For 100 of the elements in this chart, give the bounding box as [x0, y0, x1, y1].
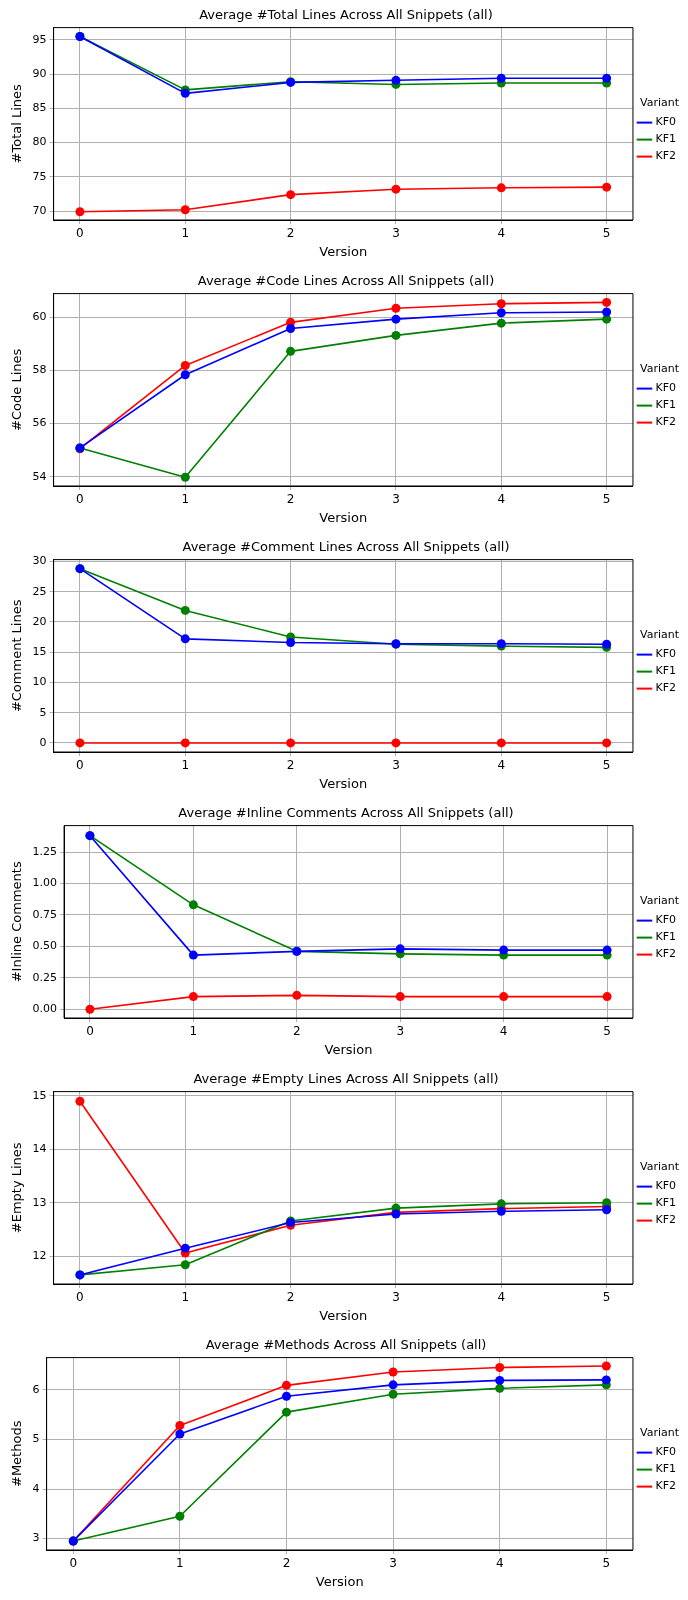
x-tick-label: 0	[76, 226, 84, 241]
point	[175, 1421, 185, 1431]
x-tick-label: 3	[392, 1290, 400, 1305]
legend-title: Variant	[639, 628, 680, 642]
point	[180, 1243, 190, 1253]
point	[175, 1511, 185, 1521]
y-tick-label: 14	[32, 1142, 47, 1156]
y-tick-label: 25	[32, 584, 47, 598]
point	[395, 992, 405, 1002]
y-tick-label: 0.75	[32, 907, 58, 921]
y-tick-label: 0.00	[32, 1002, 58, 1016]
point	[602, 738, 612, 748]
point	[496, 738, 506, 748]
x-tick-label: 2	[286, 758, 295, 773]
legend-label: KF1	[655, 132, 677, 146]
x-axis-title: Version	[319, 775, 368, 791]
point	[180, 738, 190, 748]
point	[188, 950, 198, 960]
chart-title: Average #Empty Lines Across All Snippets (all)	[193, 1071, 499, 1087]
y-tick-label: 15	[32, 1088, 47, 1102]
y-axis-title: #Comment Lines	[9, 599, 25, 713]
y-tick-label: 12	[32, 1249, 47, 1263]
point	[496, 1199, 506, 1209]
x-tick-label: 2	[286, 226, 295, 241]
point	[75, 1096, 85, 1106]
x-tick-label: 5	[602, 492, 611, 507]
y-tick-label: 1.25	[32, 844, 58, 858]
point	[499, 945, 509, 955]
x-tick-label: 1	[189, 1024, 198, 1039]
y-tick-label: 10	[32, 675, 47, 689]
point	[391, 314, 401, 324]
legend-title: Variant	[639, 1426, 680, 1440]
y-tick-label: 60	[32, 309, 47, 323]
legend-title: Variant	[639, 362, 680, 376]
point	[602, 297, 612, 307]
y-tick-label: 13	[32, 1195, 47, 1209]
y-tick-label: 70	[32, 203, 47, 217]
point	[75, 207, 85, 217]
y-tick-label: 6	[32, 1382, 40, 1396]
point	[85, 1004, 95, 1014]
x-tick-label: 1	[176, 1556, 184, 1571]
point	[602, 73, 612, 83]
y-tick-label: 20	[32, 614, 47, 628]
x-tick-label: 4	[495, 1556, 504, 1571]
point	[281, 1407, 291, 1417]
point	[180, 1260, 190, 1270]
x-tick-label: 4	[497, 758, 506, 773]
point	[602, 182, 612, 192]
y-tick-label: 15	[32, 645, 47, 659]
x-tick-label: 5	[603, 1024, 611, 1039]
y-tick-label: 3	[32, 1531, 40, 1545]
point	[391, 303, 401, 313]
x-tick-label: 1	[181, 758, 190, 773]
x-axis-title: Version	[319, 1307, 368, 1323]
point	[496, 299, 506, 309]
x-tick-label: 5	[602, 1290, 611, 1305]
x-tick-label: 2	[286, 492, 295, 507]
legend-label: KF1	[655, 930, 677, 944]
point	[391, 75, 401, 85]
y-tick-label: 0	[39, 735, 47, 749]
y-tick-label: 95	[32, 32, 47, 46]
x-tick-label: 1	[181, 226, 190, 241]
legend-label: KF0	[655, 1179, 677, 1193]
y-tick-label: 5	[32, 1432, 40, 1446]
y-tick-label: 54	[32, 469, 47, 483]
point	[495, 1375, 505, 1385]
point	[180, 370, 190, 380]
legend-label: KF2	[655, 1479, 677, 1493]
legend-label: KF2	[655, 415, 677, 429]
legend-label: KF0	[655, 1445, 677, 1459]
x-axis-title: Version	[315, 1573, 364, 1589]
point	[602, 314, 612, 324]
x-axis-title: Version	[319, 243, 368, 259]
x-tick-label: 1	[181, 492, 190, 507]
x-axis-title: Version	[324, 1041, 373, 1057]
x-tick-label: 2	[292, 1024, 301, 1039]
chart-title: Average #Methods Across All Snippets (all)	[205, 1337, 487, 1353]
point	[602, 945, 612, 955]
point	[391, 738, 401, 748]
point	[496, 308, 506, 318]
x-tick-label: 1	[181, 1290, 190, 1305]
y-tick-label: 75	[32, 169, 47, 183]
point	[602, 992, 612, 1002]
y-tick-label: 90	[32, 67, 47, 81]
y-axis-title: #Methods	[9, 1420, 25, 1488]
point	[601, 1361, 611, 1371]
point	[175, 1429, 185, 1439]
legend-label: KF2	[655, 1213, 677, 1227]
y-axis-title: #Empty Lines	[9, 1142, 25, 1234]
x-tick-label: 5	[602, 226, 611, 241]
x-tick-label: 3	[396, 1024, 405, 1039]
x-tick-label: 0	[76, 758, 84, 773]
legend-title: Variant	[639, 894, 680, 908]
y-tick-label: 56	[32, 416, 47, 430]
y-tick-label: 0.50	[32, 939, 58, 953]
legend-label: KF1	[655, 664, 677, 678]
point	[286, 323, 296, 333]
legend-label: KF1	[655, 1196, 677, 1210]
x-tick-label: 4	[497, 492, 506, 507]
point	[188, 900, 198, 910]
